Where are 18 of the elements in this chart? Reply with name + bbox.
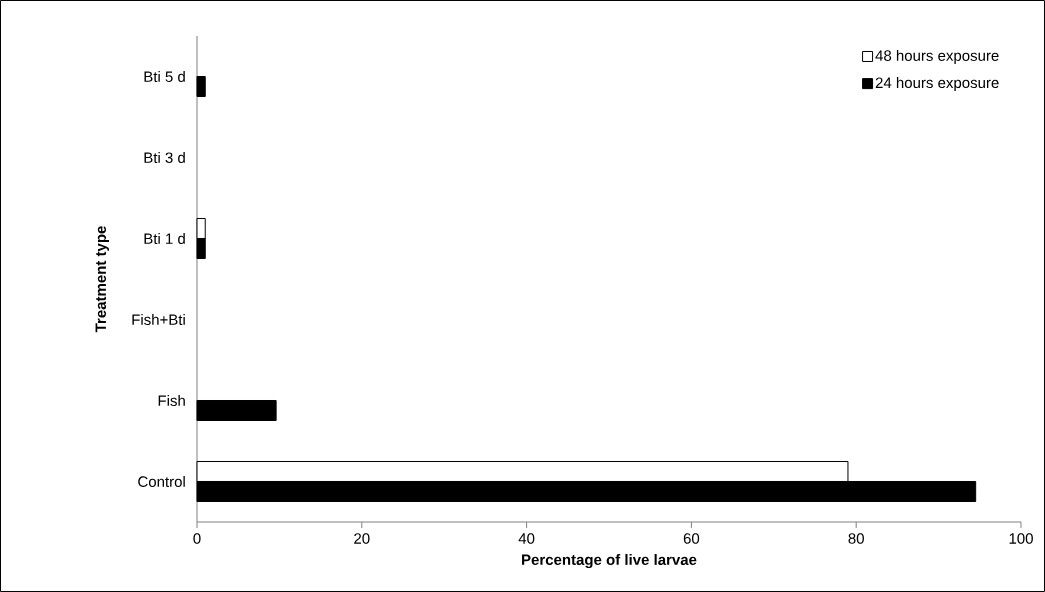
x-axis-title: Percentage of live larvae (522, 554, 697, 569)
x-tick-label: 100 (1009, 533, 1033, 544)
legend-label: 24 hours exposure (875, 77, 999, 92)
y-tick-label: Fish (158, 394, 185, 406)
y-tick-label: Control (138, 475, 185, 487)
y-tick-label: Bti 3 d (144, 151, 185, 163)
x-tick-label: 60 (683, 533, 700, 544)
x-tick-label: 0 (193, 533, 201, 544)
bar (196, 399, 277, 421)
y-tick-label: Fish+Bti (132, 313, 185, 325)
x-tick-label: 20 (354, 533, 370, 544)
bar (196, 75, 206, 97)
y-tick-label: Bti 5 d (144, 70, 185, 82)
y-axis-title: Treatment type (95, 226, 109, 333)
x-tick-label: 40 (518, 533, 535, 544)
x-tick-label: 80 (848, 533, 864, 544)
y-tick-label: Bti 1 d (144, 232, 185, 244)
legend-label: 48 hours exposure (875, 49, 999, 64)
